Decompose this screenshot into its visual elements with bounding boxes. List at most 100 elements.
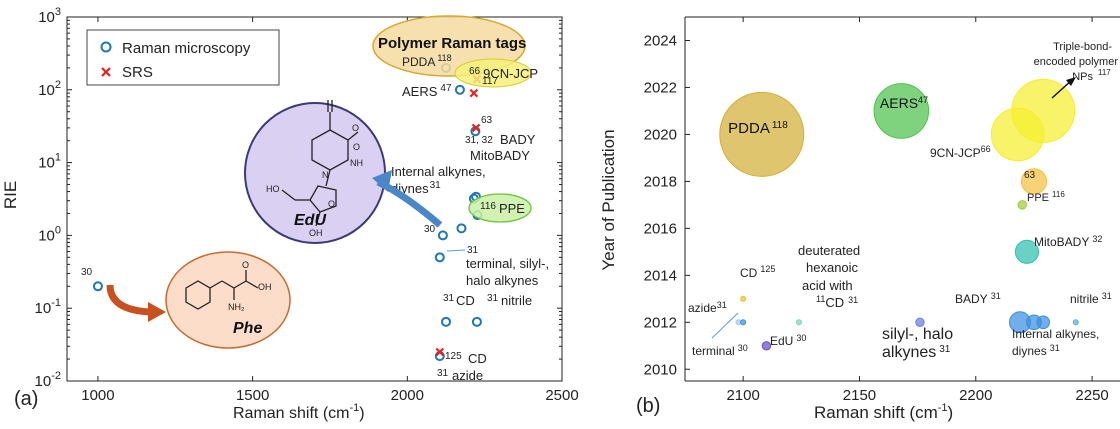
deuterated-line1: deuterated (798, 243, 860, 258)
panel-b-x-tick-label: 2250 (1075, 387, 1108, 404)
svg-text:NH: NH (350, 158, 363, 168)
phe-ref-30: 30 (81, 267, 93, 278)
polymer-nps-arrow-head (1066, 77, 1076, 86)
phe-molecule-illustration: OH O NH₂ Phe (165, 251, 291, 349)
svg-text:NH₂: NH₂ (228, 302, 245, 312)
deuterated-line2: hexanoic (806, 260, 859, 275)
internal-bubble-line2: diynes 31 (1012, 343, 1060, 358)
panel-a-y-tick-label: 10-2 (35, 370, 61, 390)
ref-30-label: 30 (424, 224, 436, 235)
cn-jcp-label: 66 9CN-JCP (469, 66, 538, 81)
raman-microscopy-point (456, 223, 467, 234)
terminal-bubble-label: terminal 30 (692, 343, 748, 358)
cn-jcp-bubble-label: 9CN-JCP66 (930, 144, 991, 160)
srs-point (471, 123, 481, 133)
panel-a-y-tick-label: 10-1 (35, 297, 61, 317)
panel-b-y-tick-label: 2022 (644, 79, 677, 96)
cd-srs-ref-125: 125 (445, 351, 462, 362)
panel-b-y-tick-label: 2016 (644, 220, 677, 237)
terminal-leader-line (446, 249, 466, 252)
internal-bubble-line1: Internal alkynes, (1012, 327, 1099, 341)
pdda-bubble-label: PDDA 118 (728, 120, 788, 137)
raman-microscopy-point (434, 252, 445, 263)
legend-box (86, 29, 280, 86)
deuterated-line3: acid with (802, 278, 853, 293)
polymer-nps-line1: Triple-bond- (1053, 41, 1112, 53)
panel-b-chart: 2100 2150 2200 2250 2010 2012 2014 2016 2018 2020… (599, 16, 1120, 422)
silyl-halo-line2: alkynes 31 (882, 344, 951, 361)
ppe-label: 116 PPE (480, 201, 525, 216)
legend-label-srs: SRS (122, 64, 153, 81)
raman-microscopy-point (440, 316, 451, 327)
ppe-ellipse (468, 193, 532, 223)
raman-microscopy-point (92, 281, 103, 292)
panel-b-x-tick-label: 2150 (843, 387, 876, 404)
panel-a-y-tick-label: 102 (38, 79, 61, 99)
ref-31-32-label: 31, 32 (465, 135, 493, 146)
svg-text:O: O (352, 123, 359, 133)
panel-b-ylabel: Year of Publication (599, 129, 618, 270)
cd-ref-31: 31 (443, 293, 455, 304)
publication-bubble (740, 319, 747, 326)
ref-31-terminal: 31 (467, 245, 479, 256)
panel-a-chart: 1000 1500 2000 2500 10-2 10-1 100 101 102 103 Ram… (1, 6, 579, 422)
terminal-bubble-leader (711, 312, 739, 339)
svg-text:OH: OH (309, 228, 323, 238)
publication-bubble (1020, 168, 1048, 195)
panel-b-y-tick-label: 2018 (644, 173, 677, 190)
publication-bubble (795, 319, 802, 326)
edu-label: EdU (294, 212, 326, 229)
svg-text:O: O (328, 199, 335, 209)
panel-b-x-tick-label: 2100 (726, 387, 759, 404)
publication-bubble (915, 317, 925, 327)
srs-point (435, 347, 445, 357)
publication-bubble (761, 341, 772, 351)
azide-ref-31: 31 (437, 368, 449, 379)
cd-srs-label: CD (468, 351, 487, 366)
publication-bubble (1072, 319, 1079, 326)
svg-text:HO: HO (266, 184, 280, 194)
panel-a-x-tick-label: 2000 (391, 387, 424, 404)
publication-bubble (740, 295, 747, 302)
raman-microscopy-point (454, 84, 465, 95)
panel-a-plot-frame (66, 16, 563, 382)
terminal-silyl-label: terminal, silyl-, (466, 256, 549, 271)
panel-a-y-tick-label: 101 (38, 152, 61, 172)
panel-a-y-tick-label: 100 (38, 224, 61, 244)
cd-label: CD (456, 293, 475, 308)
cn-jcp-ellipse (454, 58, 532, 88)
edu-arrow-head (372, 170, 392, 192)
bady-label: BADY (500, 132, 536, 147)
azide-label: azide (452, 368, 483, 383)
panel-b-y-tick-label: 2024 (644, 32, 677, 49)
cd-bubble-label: CD 125 (740, 264, 775, 280)
panel-a-x-tick-label: 1000 (81, 387, 114, 404)
nitrile-label: nitrile (501, 293, 532, 308)
publication-bubble (1014, 239, 1040, 264)
edu-molecule-illustration: O NH O N HO OH O EdU (244, 100, 386, 244)
publication-bubble (873, 83, 930, 139)
phe-label: Phe (233, 320, 262, 337)
legend-label-raman: Raman microscopy (122, 40, 251, 57)
halo-alkynes-label: halo alkynes (466, 273, 539, 288)
panel-a-ylabel: RIE (1, 181, 20, 209)
nitrile-bubble-label: nitrile 31 (1070, 291, 1112, 306)
panel-b-y-tick-label: 2020 (644, 126, 677, 143)
panel-b-y-tick-label: 2012 (644, 314, 677, 331)
polymer-nps-line2: encoded polymer (1034, 56, 1119, 68)
svg-text:O: O (353, 142, 360, 152)
publication-bubble (719, 91, 805, 177)
pdda-label: PDDA 118 (402, 53, 452, 69)
azide-bubble-label: azide31 (688, 300, 727, 315)
publication-bubble (990, 107, 1045, 162)
deuterated-cd: 11CD 31 (816, 294, 858, 310)
phe-arrow (106, 284, 151, 316)
svg-text:OH: OH (258, 282, 272, 292)
panel-b-y-tick-label: 2014 (644, 267, 677, 284)
raman-microscopy-point (471, 316, 482, 327)
publication-bubble (1017, 200, 1027, 210)
mitobady-bubble-label: MitoBADY 32 (1034, 234, 1102, 249)
aers-bubble-label: AERS47 (880, 95, 928, 111)
panel-b-label: (b) (636, 395, 660, 417)
